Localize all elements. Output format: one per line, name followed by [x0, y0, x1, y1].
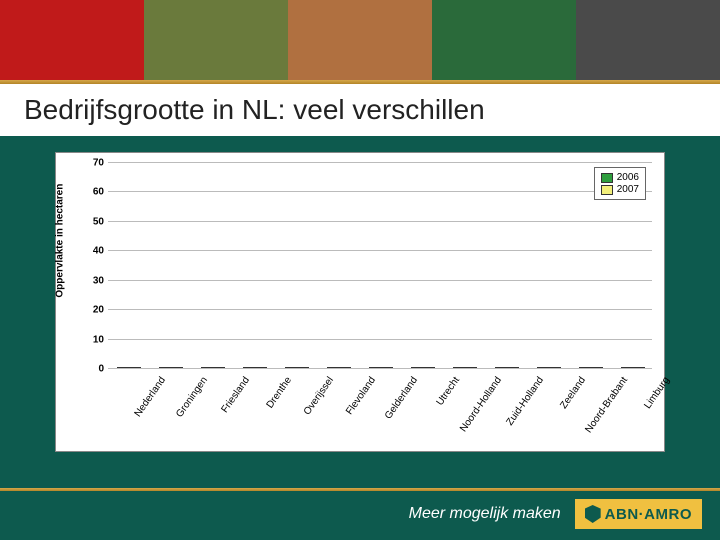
title-bar: Bedrijfsgrootte in NL: veel verschillen [0, 84, 720, 136]
chart-ytick: 70 [80, 158, 104, 169]
chart-ylabel: Oppervlakte in hectaren [55, 184, 66, 298]
chart-legend: 2006 2007 [594, 167, 646, 200]
header-img-2 [144, 0, 288, 80]
chart-gridline [108, 250, 652, 251]
chart-gridline [108, 309, 652, 310]
chart-card: Oppervlakte in hectaren NederlandGroning… [55, 152, 665, 452]
legend-label-2007: 2007 [617, 184, 639, 195]
page-title: Bedrijfsgrootte in NL: veel verschillen [24, 94, 485, 125]
header-image-strip [0, 0, 720, 80]
legend-label-2006: 2006 [617, 172, 639, 183]
chart-gridline [108, 280, 652, 281]
shield-icon [585, 505, 601, 523]
chart-ytick: 60 [80, 187, 104, 198]
header-img-3 [288, 0, 432, 80]
brand-name: ABN·AMRO [605, 506, 692, 523]
legend-row: 2006 [601, 172, 639, 183]
chart-gridline [108, 162, 652, 163]
footer-tagline: Meer mogelijk maken [409, 505, 561, 523]
chart-gridline [108, 221, 652, 222]
brand-logo: ABN·AMRO [575, 499, 702, 529]
chart-plot-area: NederlandGroningenFrieslandDrentheOverij… [108, 163, 652, 369]
chart-gridline [108, 339, 652, 340]
chart-ytick: 50 [80, 216, 104, 227]
slide-body: Oppervlakte in hectaren NederlandGroning… [0, 136, 720, 496]
chart-ytick: 40 [80, 246, 104, 257]
chart-ytick: 10 [80, 334, 104, 345]
legend-row: 2007 [601, 184, 639, 195]
header-img-4 [432, 0, 576, 80]
header-img-5 [576, 0, 720, 80]
footer-accent-bar [0, 488, 720, 491]
legend-swatch-2006 [601, 173, 613, 183]
footer: Meer mogelijk maken ABN·AMRO [0, 488, 720, 540]
chart-gridline [108, 368, 652, 369]
chart-ytick: 20 [80, 305, 104, 316]
chart-gridline [108, 191, 652, 192]
legend-swatch-2007 [601, 185, 613, 195]
chart-ytick: 0 [80, 364, 104, 375]
header-img-1 [0, 0, 144, 80]
chart-ytick: 30 [80, 275, 104, 286]
